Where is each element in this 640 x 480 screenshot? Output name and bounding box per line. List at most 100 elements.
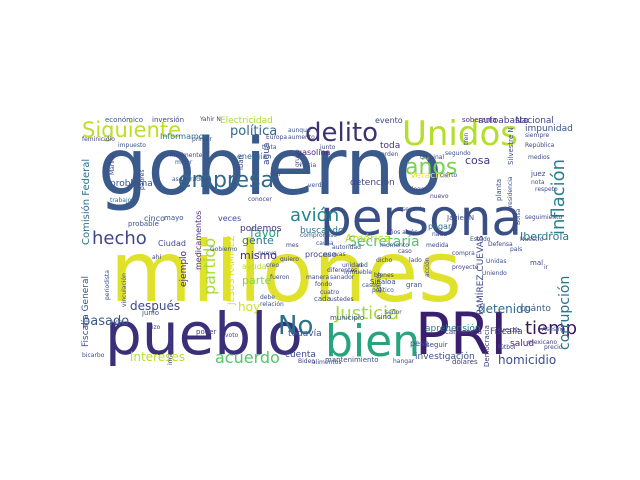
word: No — [278, 311, 314, 341]
word: red — [358, 262, 368, 269]
word: bienes — [374, 272, 394, 279]
word: sino — [377, 313, 392, 321]
word: impuesto — [118, 142, 146, 149]
word: pasado — [82, 314, 130, 329]
word: trabajo — [110, 197, 132, 204]
word: probable — [128, 220, 159, 228]
word: autoabasto — [478, 116, 529, 126]
word: unidad — [342, 262, 363, 269]
word: cinco — [144, 214, 165, 223]
word: ir — [544, 264, 549, 271]
word: presidencia — [507, 176, 514, 211]
word: impunidad — [525, 124, 573, 134]
word: proyecto — [452, 264, 479, 271]
word: aunque — [288, 127, 311, 134]
word: años — [405, 155, 458, 180]
word: compromiso — [300, 232, 337, 239]
word: hacia — [300, 162, 317, 169]
word: periodista — [104, 270, 111, 300]
word: cada — [314, 295, 331, 303]
word: avión — [290, 205, 340, 226]
word: voto — [225, 332, 239, 339]
word: Veracruz — [410, 171, 450, 181]
word: Democracia — [483, 325, 491, 367]
word: política — [230, 124, 278, 139]
word: Asesina — [542, 326, 566, 333]
word: Iberdrola — [520, 230, 570, 243]
word: asegurado — [172, 176, 204, 183]
word: hoy — [238, 300, 261, 314]
word: Javier N — [447, 214, 475, 222]
word: hizo — [148, 324, 161, 331]
word: padres — [139, 169, 146, 190]
word: relación — [260, 301, 284, 308]
word: cuatro — [320, 289, 340, 296]
word: municipio — [330, 314, 365, 322]
word: Secretaría — [348, 234, 420, 250]
word: orden — [381, 151, 399, 158]
word: Nuestro — [520, 236, 544, 243]
word: caso — [398, 248, 412, 255]
word: vida — [110, 319, 123, 326]
word: sexenio — [402, 206, 425, 213]
word: Comisión Federal — [81, 158, 92, 245]
word: nueve — [258, 250, 277, 257]
word: delito — [305, 118, 379, 148]
word: soberanía — [462, 116, 497, 124]
word: mes — [286, 242, 299, 249]
word: causa — [316, 240, 334, 247]
word: problema — [110, 179, 153, 189]
word: tren — [463, 132, 470, 145]
word: siempre — [525, 132, 550, 139]
word: proceso — [305, 250, 337, 259]
word: nuevas — [324, 251, 346, 258]
word: primer — [192, 136, 212, 143]
word: PRI — [415, 300, 508, 367]
word: creo — [266, 262, 279, 269]
word: veces — [218, 214, 242, 223]
word: ejemplo — [179, 250, 189, 287]
word: Defensa — [488, 241, 513, 248]
word: América — [345, 232, 391, 245]
word: conocer — [248, 196, 272, 203]
word: millones — [110, 223, 462, 321]
word: detenido — [478, 302, 531, 316]
word: investigación — [415, 352, 475, 362]
word: Silvestre N — [507, 127, 515, 165]
word: Informamos — [160, 132, 208, 141]
word: Siguiente — [82, 118, 182, 142]
word: inversión — [152, 116, 185, 124]
word: inflación — [548, 158, 569, 235]
word: todavía — [288, 329, 322, 339]
word: ustedes — [330, 296, 354, 303]
word: mal — [530, 259, 544, 267]
word: precio — [544, 344, 563, 351]
word: toda — [380, 141, 401, 151]
word: aprehensión — [425, 324, 481, 334]
word: Fiscalía General — [81, 275, 91, 347]
word: segundo — [445, 150, 471, 157]
word: Bolsa — [515, 208, 522, 225]
word: debe — [260, 294, 275, 301]
word: imagínense — [167, 330, 174, 365]
word: Nacional — [515, 116, 554, 126]
word: Estado — [470, 236, 491, 243]
word: planta — [495, 178, 503, 201]
word: gasolina — [297, 148, 331, 157]
word: salud — [510, 339, 535, 349]
word: autoridad — [332, 244, 361, 251]
word: hecho — [92, 228, 147, 249]
word: seguir — [426, 341, 448, 349]
word: quiero — [280, 256, 299, 263]
word: parte — [242, 274, 272, 287]
word: vinculación — [121, 273, 128, 307]
word: alimentos — [312, 359, 342, 366]
word: verdad — [308, 182, 329, 189]
word: nuevo — [430, 193, 449, 200]
word: nota — [531, 179, 545, 186]
word: podemos — [240, 224, 282, 234]
word: cosa — [465, 154, 491, 167]
word: fondo — [315, 281, 333, 288]
word: Europa — [266, 134, 288, 141]
word: señor — [385, 309, 402, 316]
